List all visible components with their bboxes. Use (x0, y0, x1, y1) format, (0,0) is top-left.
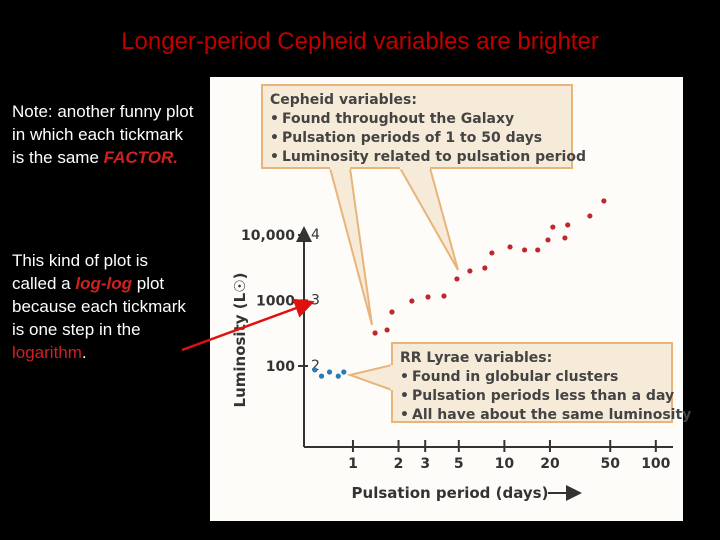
callout-box (261, 84, 573, 169)
x-tick-label: 50 (600, 456, 620, 472)
note-text: Note: another funny plot in which each t… (12, 102, 194, 167)
data-point (489, 250, 495, 256)
data-point (601, 198, 607, 204)
data-point (545, 237, 551, 243)
callout-note: Pulsation periods less than a day (412, 388, 674, 404)
log-label: 4 (311, 227, 320, 243)
note-text: This kind of plot is called a (12, 251, 149, 293)
callout-note: Luminosity related to pulsation period (282, 149, 586, 165)
note-text: . (81, 343, 87, 362)
x-tick-label: 100 (641, 456, 670, 472)
data-point (335, 373, 341, 379)
data-point (384, 327, 390, 333)
note-emphasis: FACTOR. (103, 148, 178, 167)
callout-bullet: • (400, 369, 409, 385)
data-point (312, 367, 318, 373)
callout-bullet: • (270, 111, 279, 127)
note: Note: another funny plot in which each t… (12, 100, 197, 169)
note-emphasis: log-log (75, 274, 132, 293)
y-tick-label: 10,000 (241, 228, 295, 244)
callout-note: All have about the same luminosity (412, 407, 691, 423)
data-point (535, 247, 541, 253)
data-point (550, 224, 556, 230)
data-point (454, 276, 460, 282)
data-point (409, 298, 415, 304)
callout-note: Found throughout the Galaxy (282, 111, 514, 127)
data-point (341, 369, 347, 375)
pointer-arrow (181, 298, 315, 352)
data-point (482, 265, 488, 271)
x-tick-label: 2 (394, 456, 404, 472)
data-point (565, 222, 571, 228)
note-emphasis: logarithm (12, 343, 82, 362)
x-tick-label: 20 (540, 456, 560, 472)
x-tick-label: 10 (495, 456, 515, 472)
callout-bullet: • (400, 388, 409, 404)
callout-pointer (346, 364, 393, 391)
callout-heading: RR Lyrae variables: (400, 350, 552, 366)
callout-bullet: • (270, 130, 279, 146)
y-axis-title-part: ☉ (231, 279, 249, 292)
x-axis-title: Pulsation period (days) (352, 484, 549, 502)
log-label: 2 (311, 358, 320, 374)
y-tick-label: 1000 (256, 293, 295, 309)
x-tick-label: 1 (348, 456, 358, 472)
data-point (441, 293, 447, 299)
y-axis-title-part: ) (231, 273, 249, 280)
log-label: 3 (311, 292, 320, 308)
y-tick-label: 100 (266, 359, 295, 375)
callout-heading: Cepheid variables: (270, 92, 417, 108)
slide-title: Longer-period Cepheid variables are brig… (121, 28, 599, 55)
x-tick-label: 5 (454, 456, 464, 472)
data-point (522, 247, 528, 253)
y-axis-title: Luminosity (L☉) (231, 273, 249, 408)
callout-bullet: • (270, 149, 279, 165)
data-point (425, 294, 431, 300)
data-point (587, 213, 593, 219)
callout-bullet: • (400, 407, 409, 423)
callout-box (391, 342, 673, 423)
data-point (507, 244, 513, 250)
callout-note: Found in globular clusters (412, 369, 618, 385)
callout-note: Pulsation periods of 1 to 50 days (282, 130, 542, 146)
data-point (372, 330, 378, 336)
x-tick-label: 3 (420, 456, 430, 472)
data-point (326, 369, 333, 375)
data-point (389, 309, 395, 315)
data-point (562, 235, 568, 241)
callout-pointer (399, 167, 459, 271)
data-point (318, 373, 325, 379)
callout-pointer (329, 167, 373, 326)
note: This kind of plot is called a log-log pl… (12, 249, 197, 364)
note-text: plot because each tickmark is one step i… (12, 274, 186, 339)
data-point (467, 268, 473, 274)
y-axis-title-part: Luminosity (L (231, 292, 249, 407)
